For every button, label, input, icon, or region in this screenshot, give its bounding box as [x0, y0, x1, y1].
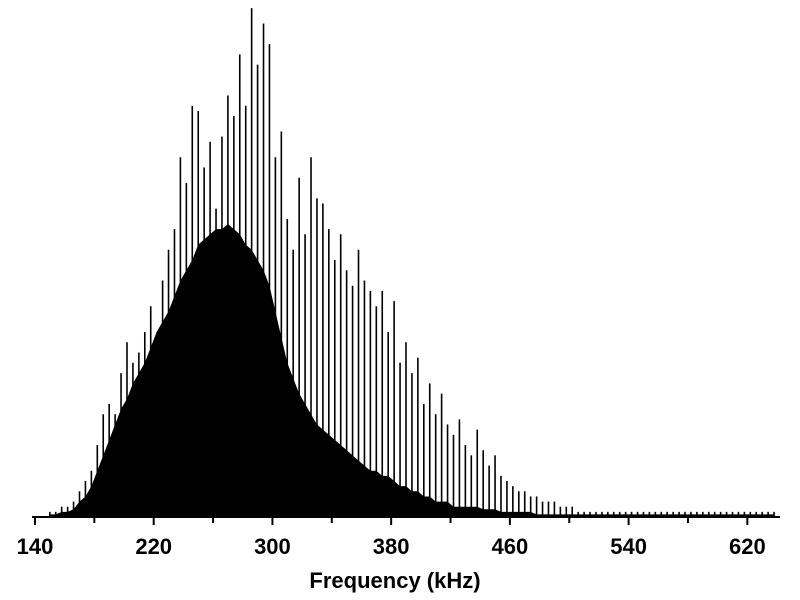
- x-tick-label: 460: [492, 534, 529, 559]
- x-tick-label: 540: [610, 534, 647, 559]
- x-axis-title: Frequency (kHz): [309, 568, 480, 593]
- x-tick-label: 300: [254, 534, 291, 559]
- x-tick-label: 220: [135, 534, 172, 559]
- x-tick-label: 380: [373, 534, 410, 559]
- x-tick-label: 140: [17, 534, 54, 559]
- spectrum-envelope: [49, 224, 775, 517]
- x-tick-label: 620: [729, 534, 766, 559]
